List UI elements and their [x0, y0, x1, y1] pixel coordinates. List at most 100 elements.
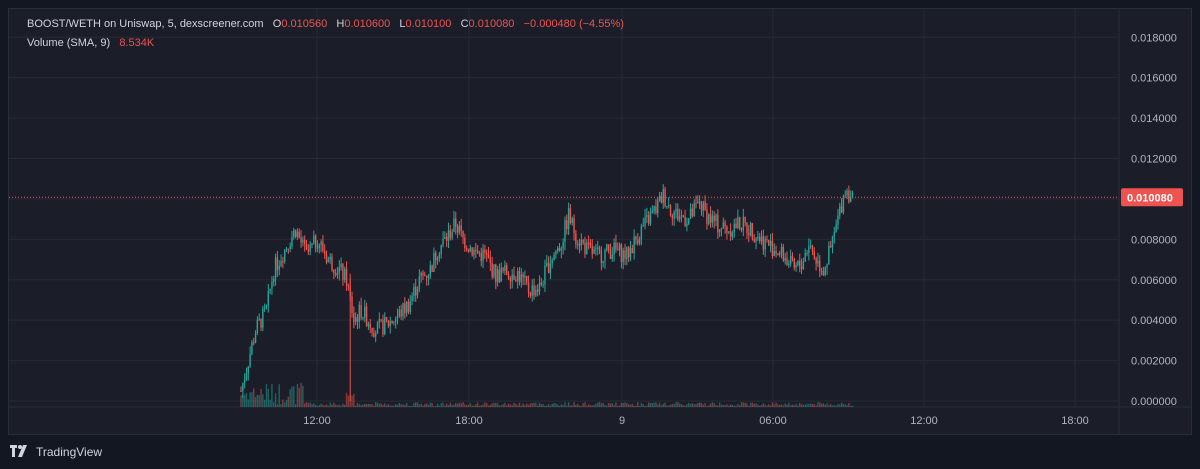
- candle-body: [395, 319, 397, 322]
- volume-bar: [740, 402, 743, 407]
- volume-bar: [808, 403, 810, 407]
- volume-bar: [569, 405, 572, 407]
- volume-bar: [451, 404, 453, 407]
- candle-body: [575, 233, 577, 245]
- volume-bar: [425, 403, 428, 407]
- volume-bar: [789, 405, 792, 407]
- candle-body: [802, 260, 805, 269]
- candle-body: [376, 322, 379, 334]
- candle-body: [369, 323, 371, 328]
- candle-body: [622, 250, 624, 263]
- candle-body: [826, 264, 828, 268]
- volume-bar: [769, 405, 772, 407]
- volume-bar: [433, 405, 435, 407]
- volume-bar: [325, 404, 328, 407]
- x-tick-label: 12:00: [910, 415, 938, 427]
- candle-body: [436, 258, 439, 261]
- volume-bar: [677, 402, 679, 407]
- candle-body: [840, 206, 843, 213]
- candle-body: [345, 268, 348, 286]
- high-label: H: [336, 18, 345, 30]
- volume-bar: [253, 388, 255, 407]
- candle-body: [664, 188, 666, 207]
- volume-bar: [305, 402, 308, 407]
- volume-bar: [842, 404, 845, 407]
- candle-body: [398, 309, 401, 316]
- candle-body: [544, 265, 546, 285]
- volume-bar: [587, 404, 590, 407]
- volume-bar: [438, 405, 441, 407]
- candle-body: [342, 264, 344, 280]
- volume-bar: [658, 402, 661, 407]
- symbol-label[interactable]: BOOST/WETH on Uniswap, 5, dexscreener.co…: [27, 18, 264, 30]
- candle-body: [469, 247, 472, 252]
- candle-body: [351, 296, 353, 314]
- candle-body: [764, 238, 766, 250]
- candle-body: [280, 261, 282, 266]
- volume-bar: [704, 403, 706, 407]
- candle-body: [393, 321, 395, 323]
- candle-body: [791, 256, 794, 259]
- volume-bar: [708, 405, 710, 407]
- volume-bar: [609, 403, 612, 407]
- volume-bar: [542, 404, 544, 407]
- volume-bar: [715, 404, 717, 407]
- candle-body: [651, 211, 654, 213]
- volume-bar: [669, 404, 672, 407]
- volume-bar: [815, 405, 817, 407]
- candle-body: [374, 333, 377, 337]
- volume-bar: [338, 404, 340, 407]
- volume-bar: [813, 404, 815, 407]
- volume-bar: [311, 404, 313, 407]
- candle-body: [429, 265, 431, 276]
- volume-bar: [396, 404, 399, 407]
- volume-bar: [782, 405, 785, 407]
- volume-label[interactable]: Volume (SMA, 9): [27, 37, 111, 49]
- candle-body: [809, 245, 812, 247]
- volume-bar: [584, 402, 586, 407]
- price-chart[interactable]: 0.000000 0.002000 0.004000 0.006000 0.008000…: [9, 9, 1191, 434]
- volume-bar: [635, 405, 637, 407]
- volume-bar: [436, 403, 439, 407]
- candle-body: [467, 249, 470, 252]
- volume-bar: [640, 402, 643, 407]
- candle-body: [464, 237, 466, 249]
- volume-bar: [688, 402, 690, 407]
- volume-bar: [764, 404, 766, 407]
- footer-brand[interactable]: TradingView: [10, 441, 102, 463]
- candle-body: [456, 226, 459, 233]
- candle-body: [515, 279, 517, 282]
- candle-body: [642, 225, 644, 227]
- candle-body: [851, 192, 854, 198]
- candle-body: [389, 320, 391, 327]
- candle-body: [400, 309, 402, 317]
- volume-bar: [733, 405, 735, 407]
- chart-panel[interactable]: 0.000000 0.002000 0.004000 0.006000 0.008000…: [8, 8, 1192, 435]
- volume-bar: [395, 404, 397, 407]
- candle-body: [506, 265, 508, 275]
- volume-bar: [788, 402, 790, 407]
- candle-body: [516, 271, 519, 282]
- candle-body: [751, 223, 754, 239]
- candle-body: [333, 270, 335, 274]
- volume-bar: [620, 402, 623, 407]
- candle-body: [759, 236, 761, 242]
- candle-body: [493, 264, 495, 278]
- volume-bar: [591, 405, 593, 407]
- candle-body: [278, 265, 280, 270]
- candle-body: [782, 246, 785, 261]
- candle-body: [797, 261, 799, 266]
- candle-body: [717, 214, 719, 233]
- volume-bar: [473, 405, 475, 407]
- candle-body: [513, 274, 515, 280]
- candle-body: [657, 200, 659, 214]
- candle-body: [658, 195, 661, 201]
- candle-body: [462, 230, 464, 238]
- volume-bar: [447, 405, 450, 407]
- volume-bar: [333, 402, 335, 407]
- candle-body: [637, 239, 639, 244]
- volume-bar: [371, 404, 373, 407]
- y-tick-label: 0.014000: [1131, 113, 1177, 125]
- candle-body: [309, 244, 311, 252]
- volume-bar: [453, 404, 455, 407]
